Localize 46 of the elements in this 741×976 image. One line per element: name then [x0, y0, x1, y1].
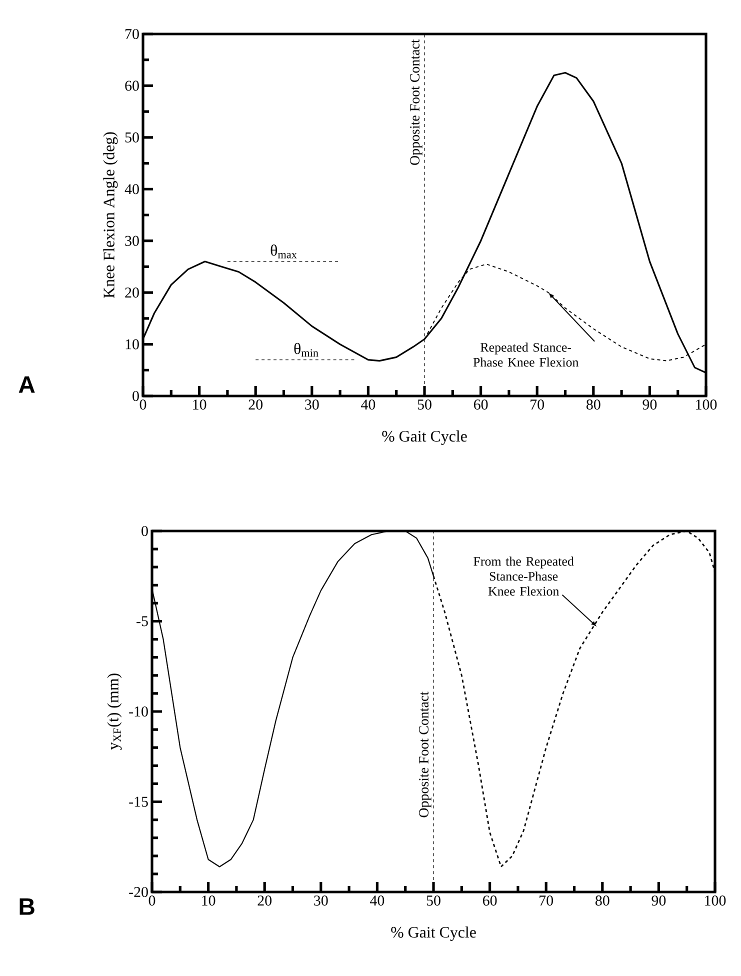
y-tick-label: -10: [129, 706, 148, 717]
x-tick-label: 90: [652, 896, 666, 906]
x-tick-label: 30: [314, 896, 328, 906]
text: A: [18, 376, 35, 393]
x-tick-label: 20: [258, 896, 272, 906]
x-tick-label: 100: [705, 896, 726, 906]
y-tick-label: -20: [129, 886, 148, 898]
x-axis-title: % Gait Cycle: [391, 926, 476, 941]
x-tick-label: 60: [474, 400, 488, 410]
annotation: θ$_{min}$: [294, 342, 318, 357]
x-tick-label: 10: [193, 400, 206, 410]
x-tick-label: 20: [248, 400, 263, 410]
x-tick-label: 90: [642, 400, 657, 410]
ref-line-label: Opposite Foot Contact: [419, 692, 432, 818]
x-tick-label: 70: [540, 896, 554, 906]
x-tick-label: 30: [305, 400, 319, 410]
x-tick-label: 50: [426, 896, 440, 906]
annotation: From the Repeated Stance-Phase Knee Flexion: [474, 556, 574, 596]
text: B: [20, 898, 34, 915]
y-tick-label: 40: [124, 184, 139, 194]
ref-line-label: Opposite Foot Contact: [410, 39, 422, 165]
x-tick-label: 60: [482, 896, 497, 906]
x-tick-label: 80: [586, 400, 600, 410]
x-tick-label: 80: [595, 896, 610, 906]
y-tick-label: 10: [126, 339, 139, 350]
y-axis-title: y$_{XF}$(t) (mm): [107, 674, 122, 750]
x-axis-title: % Gait Cycle: [382, 430, 467, 445]
y-tick-label: 0: [142, 526, 148, 536]
x-tick-label: 10: [202, 896, 216, 906]
x-tick-label: 100: [696, 400, 717, 410]
x-tick-label: 0: [148, 896, 156, 906]
y-tick-label: 0: [132, 390, 139, 402]
annotation: θ$_{max}$: [270, 244, 297, 258]
x-tick-label: 70: [530, 400, 544, 410]
y-tick-label: 30: [125, 236, 139, 246]
y-tick-label: 50: [125, 132, 139, 142]
annotation: Repeated Stance-Phase Knee Flexion: [473, 342, 579, 367]
y-axis-title: Knee Flexion Angle (deg): [103, 132, 118, 298]
y-tick-label: -15: [129, 796, 148, 807]
y-tick-label: -5: [136, 616, 148, 626]
y-tick-label: 20: [125, 288, 139, 298]
y-tick-label: 60: [125, 80, 139, 91]
x-tick-label: 40: [370, 896, 384, 906]
x-tick-label: 50: [418, 400, 432, 410]
x-tick-label: 40: [361, 400, 376, 410]
y-tick-label: 70: [126, 28, 139, 40]
